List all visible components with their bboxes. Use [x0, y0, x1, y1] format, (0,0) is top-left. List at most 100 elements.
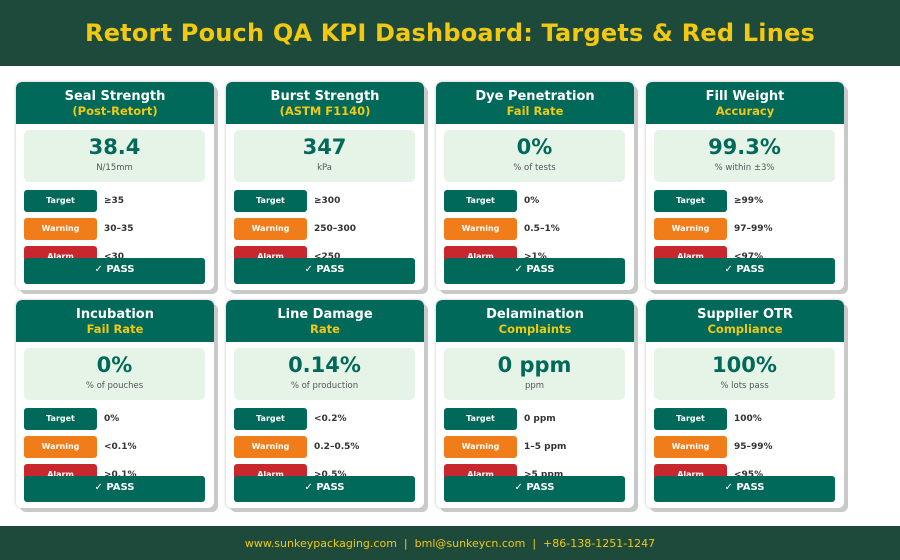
pass-status-badge: ✓ PASS [654, 476, 835, 502]
warning-value: 1–5 ppm [524, 442, 567, 452]
footer-email[interactable]: bml@sunkeycn.com [414, 536, 526, 550]
kpi-card: Incubation Fail Rate 0% % of pouches Target 0… [16, 300, 214, 508]
kpi-subtitle: Rate [310, 322, 340, 336]
warning-label: Warning [234, 218, 307, 240]
kpi-title: Burst Strength [270, 89, 380, 104]
kpi-value: 38.4 [88, 135, 141, 159]
kpi-warning-row: Warning <0.1% [24, 436, 205, 458]
warning-label: Warning [654, 436, 727, 458]
target-value: ≥300 [314, 196, 341, 206]
target-label: Target [234, 190, 307, 212]
kpi-card: Dye Penetration Fail Rate 0% % of tests Targ… [436, 82, 634, 290]
kpi-title: Seal Strength [64, 89, 166, 104]
footer-phone: +86-138-1251-1247 [543, 536, 656, 550]
target-label: Target [24, 408, 97, 430]
alarm-value: >0.5% [314, 470, 347, 480]
kpi-target-row: Target 0 ppm [444, 408, 625, 430]
kpi-value: 0.14% [288, 353, 361, 377]
kpi-title: Dye Penetration [475, 89, 595, 104]
kpi-subtitle: Compliance [707, 322, 783, 336]
warning-value: 0.5–1% [524, 224, 560, 234]
kpi-unit: % of production [290, 381, 359, 391]
kpi-value: 0% [516, 135, 553, 159]
target-value: 0% [104, 414, 120, 424]
kpi-title: Incubation [76, 307, 154, 322]
footer: www.sunkeypackaging.com | bml@sunkeycn.c… [0, 526, 900, 560]
kpi-card-header: Line Damage Rate [226, 300, 424, 342]
kpi-target-row: Target ≥35 [24, 190, 205, 212]
pass-status-badge: ✓ PASS [24, 258, 205, 284]
kpi-card: Burst Strength (ASTM F1140) 347 kPa Target ≥3… [226, 82, 424, 290]
warning-label: Warning [654, 218, 727, 240]
kpi-unit: % lots pass [720, 381, 769, 391]
kpi-card: Seal Strength (Post-Retort) 38.4 N/15mm Targ… [16, 82, 214, 290]
kpi-target-row: Target 0% [24, 408, 205, 430]
alarm-value: >5 ppm [524, 470, 564, 480]
kpi-subtitle: (ASTM F1140) [279, 104, 371, 118]
kpi-subtitle: Accuracy [715, 104, 775, 118]
kpi-value-box: 100% % lots pass [654, 348, 835, 400]
kpi-warning-row: Warning 95–99% [654, 436, 835, 458]
pass-status-badge: ✓ PASS [444, 258, 625, 284]
kpi-warning-row: Warning 0.2–0.5% [234, 436, 415, 458]
kpi-unit: % of pouches [85, 381, 144, 391]
footer-website[interactable]: www.sunkeypackaging.com [244, 536, 397, 550]
kpi-card-header: Seal Strength (Post-Retort) [16, 82, 214, 124]
kpi-value-box: 0 ppm ppm [444, 348, 625, 400]
kpi-card: Fill Weight Accuracy 99.3% % within ±3% Targ… [646, 82, 844, 290]
warning-label: Warning [24, 218, 97, 240]
kpi-warning-row: Warning 0.5–1% [444, 218, 625, 240]
target-value: ≥99% [734, 196, 764, 206]
page-title: Retort Pouch QA KPI Dashboard: Targets &… [85, 19, 815, 47]
warning-label: Warning [24, 436, 97, 458]
kpi-warning-row: Warning 30–35 [24, 218, 205, 240]
target-label: Target [654, 190, 727, 212]
kpi-value-box: 0% % of pouches [24, 348, 205, 400]
kpi-value-box: 0.14% % of production [234, 348, 415, 400]
warning-value: 97–99% [734, 224, 773, 234]
pass-status-badge: ✓ PASS [234, 476, 415, 502]
warning-value: 0.2–0.5% [314, 442, 360, 452]
kpi-warning-row: Warning 250–300 [234, 218, 415, 240]
pass-status-badge: ✓ PASS [444, 476, 625, 502]
kpi-title: Delamination [486, 307, 584, 322]
kpi-card-header: Supplier OTR Compliance [646, 300, 844, 342]
kpi-target-row: Target ≥300 [234, 190, 415, 212]
target-label: Target [444, 190, 517, 212]
kpi-unit: ppm [524, 381, 545, 391]
kpi-unit: N/15mm [96, 163, 133, 173]
kpi-subtitle: Fail Rate [506, 104, 564, 118]
kpi-unit: % of tests [513, 163, 556, 173]
kpi-unit: kPa [317, 163, 332, 173]
dashboard-header: Retort Pouch QA KPI Dashboard: Targets &… [0, 0, 900, 66]
pass-status-badge: ✓ PASS [234, 258, 415, 284]
target-value: ≥35 [104, 196, 125, 206]
alarm-value: <30 [104, 252, 125, 262]
warning-label: Warning [444, 218, 517, 240]
warning-value: 95–99% [734, 442, 773, 452]
pass-status-badge: ✓ PASS [24, 476, 205, 502]
kpi-warning-row: Warning 1–5 ppm [444, 436, 625, 458]
alarm-value: <95% [734, 470, 764, 480]
kpi-target-row: Target ≥99% [654, 190, 835, 212]
target-value: 0 ppm [524, 414, 556, 424]
alarm-value: >1% [524, 252, 547, 262]
warning-value: <0.1% [104, 442, 137, 452]
warning-label: Warning [444, 436, 517, 458]
kpi-card-header: Burst Strength (ASTM F1140) [226, 82, 424, 124]
footer-separator: | [403, 536, 408, 550]
kpi-title: Line Damage [277, 307, 373, 322]
warning-label: Warning [234, 436, 307, 458]
alarm-value: <97% [734, 252, 764, 262]
target-value: <0.2% [314, 414, 347, 424]
kpi-value-box: 99.3% % within ±3% [654, 130, 835, 182]
kpi-value-box: 347 kPa [234, 130, 415, 182]
kpi-card: Delamination Complaints 0 ppm ppm Target 0 pp… [436, 300, 634, 508]
kpi-card-header: Dye Penetration Fail Rate [436, 82, 634, 124]
kpi-value: 99.3% [708, 135, 781, 159]
warning-value: 30–35 [104, 224, 134, 234]
kpi-card-header: Fill Weight Accuracy [646, 82, 844, 124]
kpi-value-box: 38.4 N/15mm [24, 130, 205, 182]
kpi-card: Supplier OTR Compliance 100% % lots pass Tar… [646, 300, 844, 508]
kpi-warning-row: Warning 97–99% [654, 218, 835, 240]
